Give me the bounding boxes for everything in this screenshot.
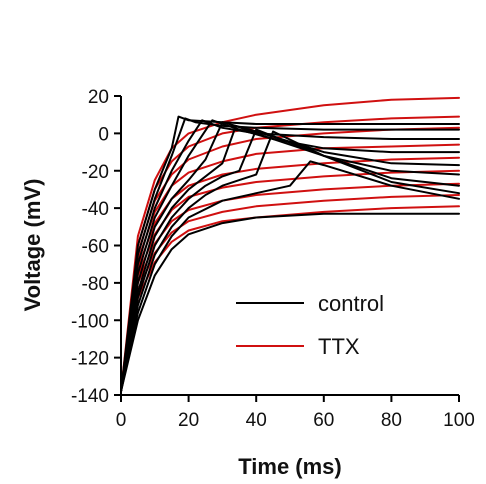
x-axis-title: Time (ms) bbox=[238, 454, 342, 479]
y-axis-title: Voltage (mV) bbox=[20, 179, 45, 312]
traces-group bbox=[120, 96, 460, 393]
y-tick-label: -40 bbox=[82, 199, 109, 220]
control-trace-9 bbox=[120, 160, 460, 393]
legend-label-control: control bbox=[318, 291, 384, 316]
x-tick-label: 40 bbox=[246, 410, 267, 431]
ticks-group: 0 20 40 60 80 100 20 0 -20 -40 -60 -80 -100 -120 -140 bbox=[71, 87, 475, 431]
ttx-trace-14 bbox=[120, 143, 460, 393]
y-tick-label: -140 bbox=[71, 386, 109, 407]
x-tick-label: 0 bbox=[116, 410, 127, 431]
ttx-trace-19 bbox=[120, 205, 460, 393]
legend: control TTX bbox=[236, 291, 384, 359]
control-trace-10 bbox=[120, 212, 460, 393]
ttx-trace-11 bbox=[120, 96, 460, 393]
ttx-trace-18 bbox=[120, 194, 460, 393]
control-trace-4 bbox=[120, 119, 460, 393]
x-tick-label: 20 bbox=[178, 410, 199, 431]
control-trace-6 bbox=[120, 124, 460, 393]
x-tick-label: 60 bbox=[313, 410, 334, 431]
control-trace-2 bbox=[120, 117, 460, 393]
x-tick-label: 80 bbox=[381, 410, 402, 431]
y-tick-label: 0 bbox=[98, 124, 109, 145]
y-tick-label: -20 bbox=[82, 162, 109, 183]
y-tick-label: 20 bbox=[88, 87, 109, 108]
legend-label-ttx: TTX bbox=[318, 334, 360, 359]
y-tick-label: -120 bbox=[71, 349, 109, 370]
control-trace-8 bbox=[120, 130, 460, 393]
y-tick-label: -80 bbox=[82, 274, 109, 295]
control-trace-5 bbox=[120, 121, 460, 393]
control-trace-3 bbox=[120, 119, 460, 393]
y-tick-label: -60 bbox=[82, 237, 109, 258]
ttx-trace-13 bbox=[120, 126, 460, 393]
x-tick-label: 100 bbox=[443, 410, 475, 431]
y-tick-label: -100 bbox=[71, 311, 109, 332]
